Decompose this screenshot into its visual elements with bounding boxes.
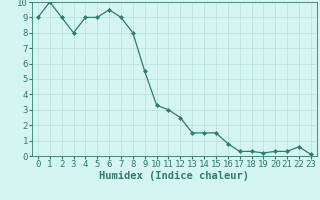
X-axis label: Humidex (Indice chaleur): Humidex (Indice chaleur) — [100, 171, 249, 181]
